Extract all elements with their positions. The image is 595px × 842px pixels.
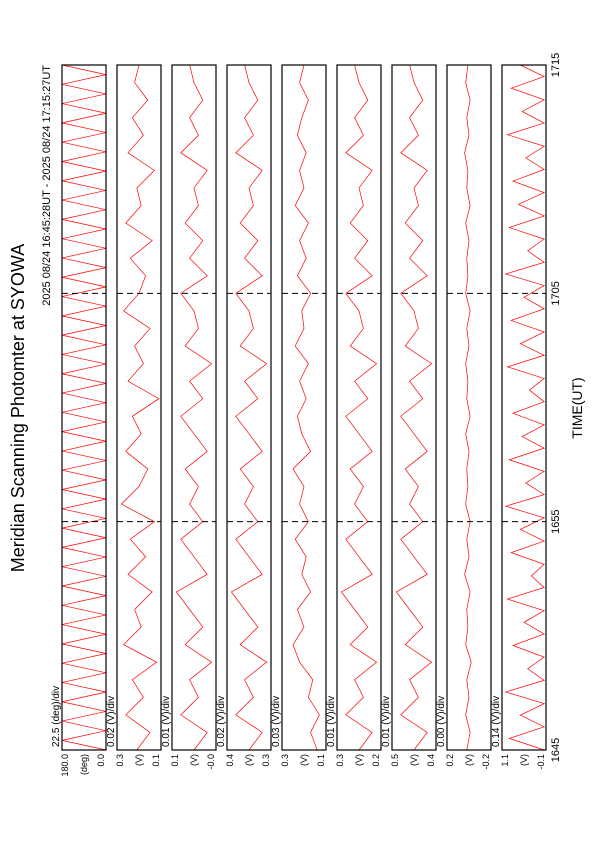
panel-frame <box>391 64 437 751</box>
y-tick-label: 0.0 <box>96 754 106 767</box>
y-tick-label: 0.5 <box>390 754 400 767</box>
signal-line <box>395 64 433 751</box>
y-unit-label: (V) <box>244 754 254 766</box>
y-tick-label: -0.1 <box>536 754 546 770</box>
y-tick-label: -0.0 <box>206 754 216 770</box>
y-unit-label: (V) <box>354 754 364 766</box>
y-tick-label: 0.1 <box>151 754 161 767</box>
panel-frame <box>446 64 492 751</box>
x-axis-label: TIME(UT) <box>569 377 585 438</box>
signal-line <box>120 64 160 751</box>
y-unit-label: (V) <box>409 754 419 766</box>
signal-line <box>464 64 472 751</box>
panel-frame <box>281 64 327 751</box>
signal-line <box>340 64 378 751</box>
y-unit-label: (deg) <box>79 754 89 775</box>
signal-line <box>230 64 268 751</box>
panel-scale-label: 0.01 (V)/div <box>326 696 337 747</box>
panel-scale-label: 0.00 (V)/div <box>436 696 447 747</box>
y-tick-label: 0.4 <box>426 754 436 767</box>
x-tick-label: 1645 <box>550 738 562 762</box>
panel-scale-label: 0.03 (V)/div <box>271 696 282 747</box>
panel-frame <box>116 64 162 751</box>
signal-line <box>175 64 213 751</box>
y-tick-label: 0.2 <box>445 754 455 767</box>
y-unit-label: (V) <box>464 754 474 766</box>
panel-scale-label: 0.02 (V)/div <box>216 696 227 747</box>
y-tick-label: 1.1 <box>500 754 510 767</box>
y-tick-label: 0.1 <box>316 754 326 767</box>
y-tick-label: 180.0 <box>60 754 70 777</box>
panel-scale-label: 0.02 (V)/div <box>106 696 117 747</box>
landscape-frame: Meridian Scanning Photomter at SYOWA 202… <box>8 53 585 777</box>
panel-scale-label: 0.01 (V)/div <box>161 696 172 747</box>
y-unit-label: (V) <box>189 754 199 766</box>
y-unit-label: (V) <box>299 754 309 766</box>
panel-frame <box>336 64 382 751</box>
chart-title: Meridian Scanning Photomter at SYOWA <box>8 244 28 572</box>
y-tick-label: 0.3 <box>335 754 345 767</box>
y-unit-label: (V) <box>134 754 144 766</box>
chart-subtitle: 2025 08/24 16:45:28UT - 2025 08/24 17:15… <box>41 65 53 306</box>
y-unit-label: (V) <box>519 754 529 766</box>
y-tick-label: 0.4 <box>225 754 235 767</box>
panel-scale-label: 0.01 (V)/div <box>381 696 392 747</box>
x-tick-label: 1705 <box>550 281 562 305</box>
y-tick-label: 0.3 <box>261 754 271 767</box>
y-tick-label: 0.1 <box>170 754 180 767</box>
signal-line <box>61 64 107 751</box>
panel-frame <box>171 64 217 751</box>
panel-scale-label: 22.5 (deg)/div <box>51 686 62 747</box>
signal-line <box>292 64 320 751</box>
panel-scale-label: 0.14 (V)/div <box>491 696 502 747</box>
signal-line <box>504 64 546 751</box>
x-tick-label: 1715 <box>550 53 562 77</box>
y-tick-label: 0.2 <box>371 754 381 767</box>
panel-frame <box>226 64 272 751</box>
y-tick-label: 0.3 <box>280 754 290 767</box>
y-tick-label: 0.3 <box>115 754 125 767</box>
x-tick-label: 1655 <box>550 509 562 533</box>
y-tick-label: -0.2 <box>481 754 491 770</box>
panel-frame <box>501 64 547 751</box>
